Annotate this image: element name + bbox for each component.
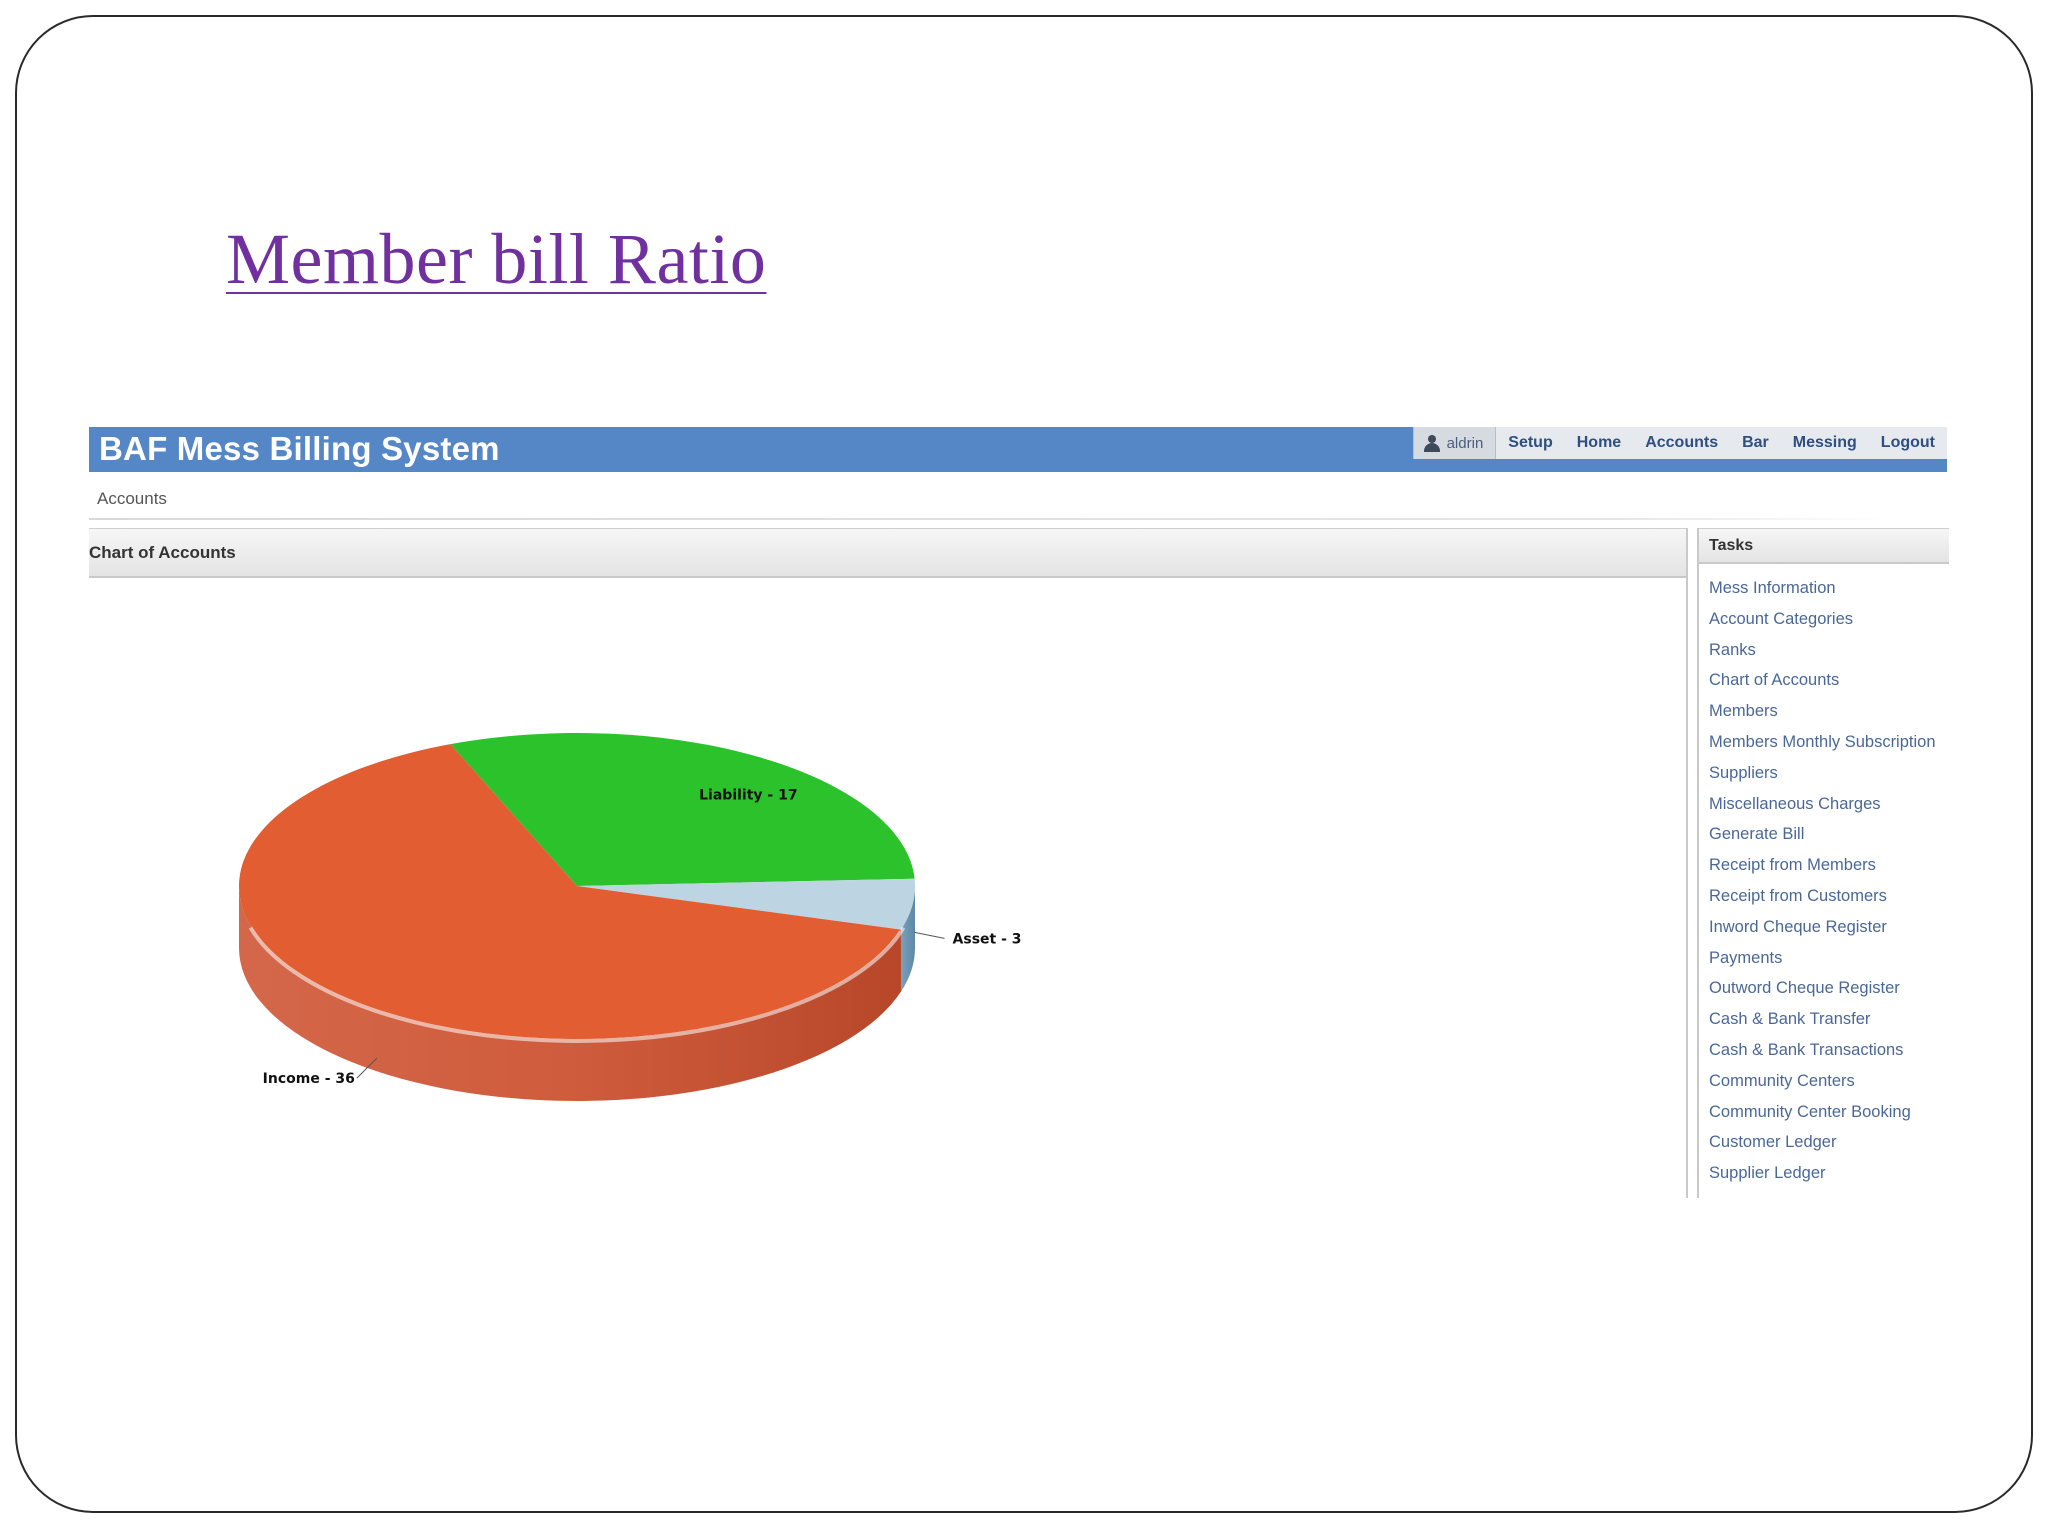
content-panel: Chart of Accounts Liability - 17 Asset - … <box>89 528 1688 1198</box>
pie-side-income <box>239 886 901 1101</box>
pie-label-liability: Liability - 17 <box>699 788 797 804</box>
pie-label-income: Income - 36 <box>263 1071 355 1087</box>
task-account-categories[interactable]: Account Categories <box>1709 609 1853 628</box>
pie-chart: Liability - 17 Asset - 3 Income - 36 <box>239 733 1022 1101</box>
nav-logout[interactable]: Logout <box>1880 434 1935 451</box>
pie-rim-highlight-income <box>248 926 903 1043</box>
task-cash-bank-transfer[interactable]: Cash & Bank Transfer <box>1709 1010 1871 1029</box>
task-ranks[interactable]: Ranks <box>1709 640 1756 659</box>
task-outword-cheque-register[interactable]: Outword Cheque Register <box>1709 979 1900 998</box>
task-supplier-ledger[interactable]: Supplier Ledger <box>1709 1164 1826 1183</box>
task-chart-of-accounts[interactable]: Chart of Accounts <box>1709 671 1840 690</box>
pie-side-asset <box>900 886 915 992</box>
slide-frame <box>15 15 2033 1513</box>
pie-slice-asset[interactable] <box>577 878 916 930</box>
task-suppliers[interactable]: Suppliers <box>1709 763 1778 782</box>
nav-accounts[interactable]: Accounts <box>1645 434 1719 451</box>
nav-user[interactable]: aldrin <box>1413 427 1497 459</box>
app-title: BAF Mess Billing System <box>99 430 500 467</box>
tasks-panel: Tasks Mess Information Account Categorie… <box>1697 528 1949 1198</box>
panel-title: Chart of Accounts <box>89 543 236 562</box>
task-customer-ledger[interactable]: Customer Ledger <box>1709 1133 1837 1152</box>
task-members-monthly-subscription[interactable]: Members Monthly Subscription <box>1709 732 1936 751</box>
tasks-title: Tasks <box>1709 537 1754 554</box>
pie-slice-liability[interactable] <box>450 733 915 886</box>
pie-slice-income[interactable] <box>239 744 901 1039</box>
user-icon <box>1423 434 1440 452</box>
slide-title: Member bill Ratio <box>226 219 767 299</box>
tasks-header: Tasks <box>1699 528 1949 564</box>
panel-header: Chart of Accounts <box>89 528 1686 578</box>
task-list: Mess Information Account Categories Rank… <box>1709 576 1936 1192</box>
pie-rim-highlight-asset <box>899 926 906 933</box>
app-header: BAF Mess Billing System aldrin Setup Hom… <box>89 427 1947 472</box>
task-generate-bill[interactable]: Generate Bill <box>1709 825 1805 844</box>
top-nav: aldrin Setup Home Accounts Bar Messing L… <box>1412 427 1947 459</box>
task-payments[interactable]: Payments <box>1709 948 1783 967</box>
task-inword-cheque-register[interactable]: Inword Cheque Register <box>1709 917 1887 936</box>
breadcrumb[interactable]: Accounts <box>97 489 167 508</box>
task-receipt-from-members[interactable]: Receipt from Members <box>1709 856 1876 875</box>
pie-leader-income <box>356 1057 378 1079</box>
nav-home[interactable]: Home <box>1576 434 1622 451</box>
task-community-centers[interactable]: Community Centers <box>1709 1071 1855 1090</box>
pie-label-asset: Asset - 3 <box>953 931 1022 947</box>
task-mess-information[interactable]: Mess Information <box>1709 579 1836 597</box>
pie-leader-asset <box>914 931 945 939</box>
nav-messing[interactable]: Messing <box>1792 434 1857 451</box>
task-cash-bank-transactions[interactable]: Cash & Bank Transactions <box>1709 1040 1904 1059</box>
task-receipt-from-customers[interactable]: Receipt from Customers <box>1709 886 1887 905</box>
breadcrumb-divider <box>89 518 1889 520</box>
nav-setup[interactable]: Setup <box>1508 434 1553 451</box>
task-community-center-booking[interactable]: Community Center Booking <box>1709 1102 1911 1121</box>
task-members[interactable]: Members <box>1709 702 1778 721</box>
nav-bar[interactable]: Bar <box>1742 434 1769 451</box>
task-miscellaneous-charges[interactable]: Miscellaneous Charges <box>1709 794 1881 813</box>
nav-user-name: aldrin <box>1446 434 1484 452</box>
